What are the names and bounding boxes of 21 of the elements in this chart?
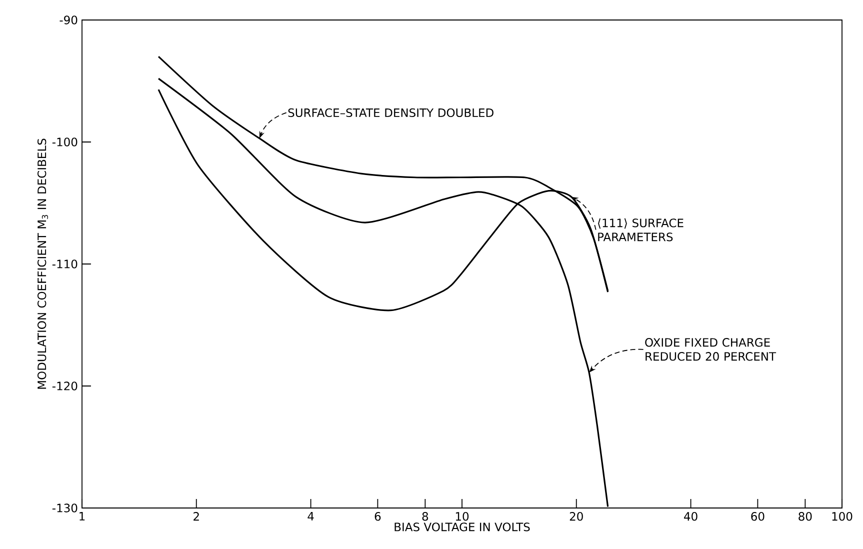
y-tick-label: -120 (52, 382, 78, 390)
x-tick-label: 20 (570, 512, 583, 521)
x-tick-label: 40 (684, 512, 698, 521)
x-axis-title: BIAS VOLTAGE IN VOLTS (394, 522, 530, 532)
y-tick-label: -130 (52, 504, 78, 512)
text: OXIDE FIXED CHARGE REDUCED 20 PERCENT (645, 338, 776, 361)
x-tick-label: 60 (751, 512, 764, 521)
y-axis-title: MODULATION COEFFICIENT M$_{3}$ IN DECIBELS (38, 138, 48, 389)
x-tick-label: 100 (832, 512, 852, 521)
x-tick-label: 4 (308, 512, 314, 520)
x-tick-label: 6 (374, 512, 381, 521)
x-tick-label: 8 (422, 512, 428, 521)
x-tick-label: 1 (80, 512, 85, 520)
x-tick-label: 2 (194, 512, 199, 521)
y-tick-label: -90 (60, 16, 78, 24)
x-tick-label: 10 (456, 512, 469, 521)
series-label: ⟨111⟩ SURFACE PARAMETERS (598, 218, 684, 242)
y-tick-label: -100 (52, 138, 78, 146)
x-tick-label: 80 (798, 512, 812, 521)
text: SURFACE–STATE DENSITY DOUBLED (288, 108, 494, 118)
y-tick-label: -110 (52, 260, 78, 268)
